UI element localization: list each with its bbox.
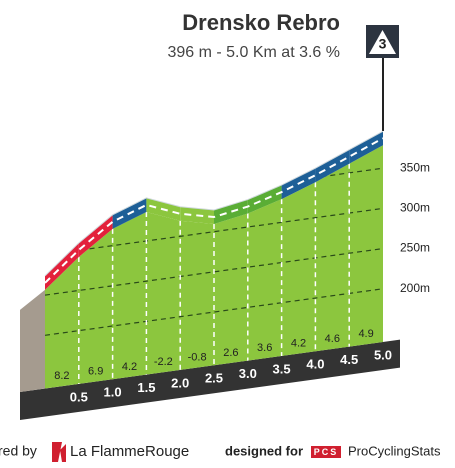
profile-segment xyxy=(247,185,282,214)
gradient-label: 6.9 xyxy=(88,365,103,377)
body xyxy=(45,145,383,389)
base-strip xyxy=(20,339,400,420)
x-tick-label: 0.5 xyxy=(70,389,88,404)
footer-designed: designed for xyxy=(225,443,303,458)
profile-edge xyxy=(44,130,384,277)
footer-brand: La FlammeRouge xyxy=(70,443,189,460)
gradient-label: 2.6 xyxy=(223,347,238,359)
profile-segment xyxy=(45,242,79,290)
x-tick-label: 5.0 xyxy=(374,347,392,362)
grid-line xyxy=(45,288,383,336)
gradient-label: -2.2 xyxy=(154,356,173,368)
gradient-label: 4.2 xyxy=(291,338,306,350)
chart-subtitle: 396 m - 5.0 Km at 3.6 % xyxy=(167,44,340,61)
x-tick-label: 3.5 xyxy=(273,361,291,376)
footer-powered: red by xyxy=(0,443,37,459)
profile-line xyxy=(44,137,384,284)
gradient-label: 8.2 xyxy=(54,370,69,382)
grid-line xyxy=(45,247,383,296)
profile-segment xyxy=(214,199,248,224)
x-tick-label: 4.0 xyxy=(306,357,324,372)
gradient-label: -0.8 xyxy=(188,352,207,364)
badge-triangle xyxy=(369,30,396,54)
x-tick-label: 2.5 xyxy=(205,371,223,386)
pcs-logo-text: PCS xyxy=(314,447,339,457)
grid-line xyxy=(45,207,383,256)
y-tick-label: 200m xyxy=(400,281,430,295)
x-tick-label: 4.5 xyxy=(340,352,358,367)
pcs-logo xyxy=(311,446,341,458)
plot: 200m 250m 300m 350m 0.5 1.0 1.5 2.0 2.5 3.0 3.5 4.0… xyxy=(20,130,430,420)
gradient-label: 4.2 xyxy=(122,361,137,373)
y-tick-label: 300m xyxy=(400,201,430,215)
flamme-logo xyxy=(52,442,66,462)
side-face xyxy=(20,289,45,392)
x-tick-label: 1.0 xyxy=(104,385,122,400)
gradient-label: 3.6 xyxy=(257,342,272,354)
x-tick-label: 1.5 xyxy=(137,380,155,395)
y-tick-label: 250m xyxy=(400,241,430,255)
y-tick-label: 350m xyxy=(400,160,430,174)
profile-segment xyxy=(78,214,113,257)
badge-label: 3 xyxy=(379,36,387,52)
footer-pcs: ProCyclingStats xyxy=(348,443,441,458)
x-tick-label: 3.0 xyxy=(239,366,257,381)
x-tick-label: 2.0 xyxy=(171,375,189,390)
gradient-label: 4.6 xyxy=(325,333,340,345)
gradient-label: 4.9 xyxy=(358,328,373,340)
chart-title: Drensko Rebro xyxy=(182,10,340,35)
